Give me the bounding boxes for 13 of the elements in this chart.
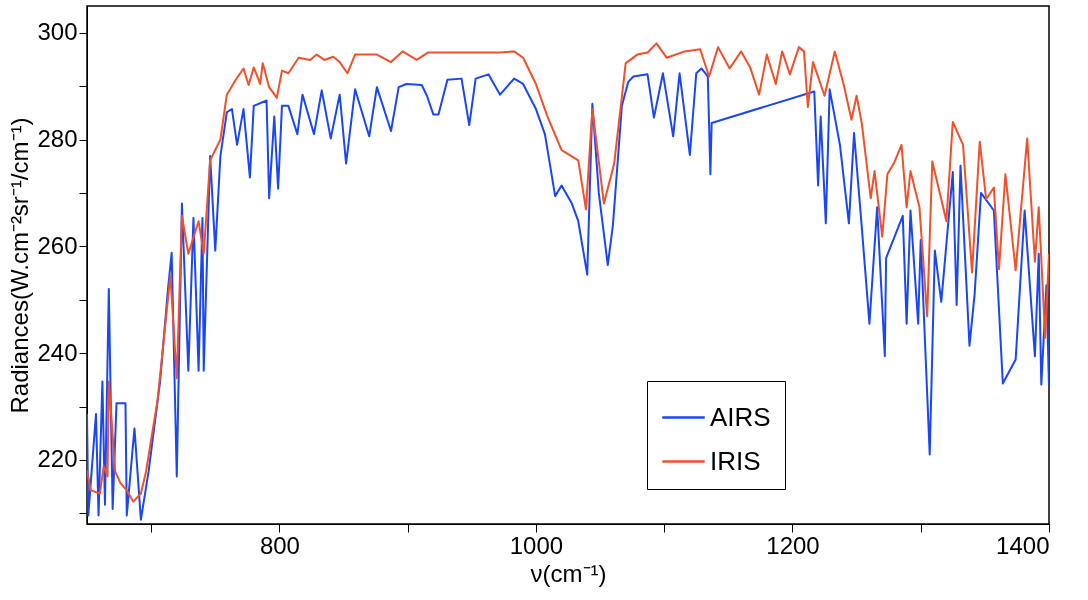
x-tick-label: 800	[259, 531, 300, 559]
x-tick-label: 1000	[509, 531, 564, 559]
y-tick-label: 260	[37, 231, 78, 259]
y-tick-label: 220	[37, 445, 78, 473]
y-tick-label: 280	[37, 125, 78, 153]
x-tick-label: 1400	[996, 531, 1050, 559]
legend-label: AIRS	[710, 401, 771, 432]
x-axis-title: ν(cm⁻¹)	[530, 559, 607, 587]
y-tick-label: 240	[37, 338, 78, 366]
y-axis-title: Radiances(W.cm⁻²sr⁻¹/cm⁻¹)	[6, 117, 34, 414]
y-tick-label: 300	[37, 18, 78, 46]
legend-label: IRIS	[710, 445, 761, 476]
x-tick-label: 1200	[766, 531, 820, 559]
